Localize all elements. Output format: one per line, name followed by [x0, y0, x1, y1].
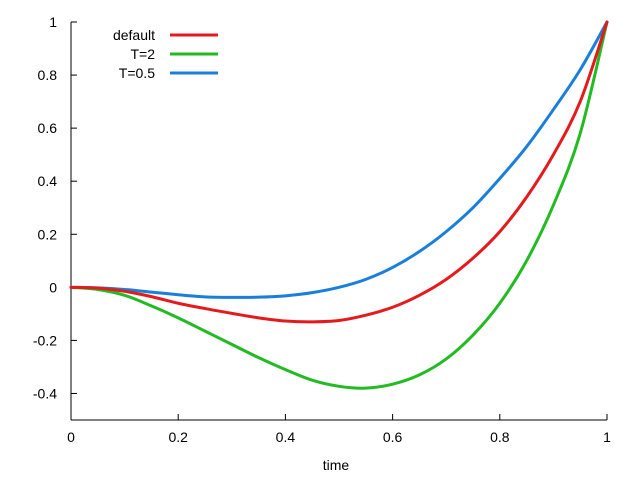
y-tick-label: -0.2	[33, 332, 57, 348]
x-tick-label: 0	[67, 429, 75, 445]
x-tick-label: 0.8	[490, 429, 510, 445]
y-tick-label: 0	[49, 279, 57, 295]
x-tick-label: 0.6	[383, 429, 403, 445]
x-tick-label: 0.4	[276, 429, 296, 445]
series-line-t-0-5	[69, 20, 609, 299]
y-tick-label: 0.6	[38, 120, 58, 136]
legend: default T=2 T=0.5	[113, 27, 218, 81]
y-axis-ticks: -0.4 -0.2 0 0.2 0.4 0.6 0.8 1	[33, 14, 77, 401]
y-tick-label: 0.2	[38, 226, 58, 242]
legend-label: default	[113, 27, 155, 43]
legend-label: T=2	[130, 46, 155, 62]
legend-label: T=0.5	[119, 65, 155, 81]
y-tick-label: 0.8	[38, 67, 58, 83]
series-line-t-2	[69, 20, 609, 390]
x-tick-label: 0.2	[168, 429, 188, 445]
x-axis-ticks: 0 0.2 0.4 0.6 0.8 1	[67, 414, 611, 445]
y-tick-label: 1	[49, 14, 57, 30]
y-tick-label: -0.4	[33, 385, 57, 401]
y-tick-label: 0.4	[38, 173, 58, 189]
x-axis-title: time	[323, 457, 350, 473]
series-lines	[69, 20, 609, 390]
x-tick-label: 1	[603, 429, 611, 445]
series-line-default	[69, 20, 609, 324]
